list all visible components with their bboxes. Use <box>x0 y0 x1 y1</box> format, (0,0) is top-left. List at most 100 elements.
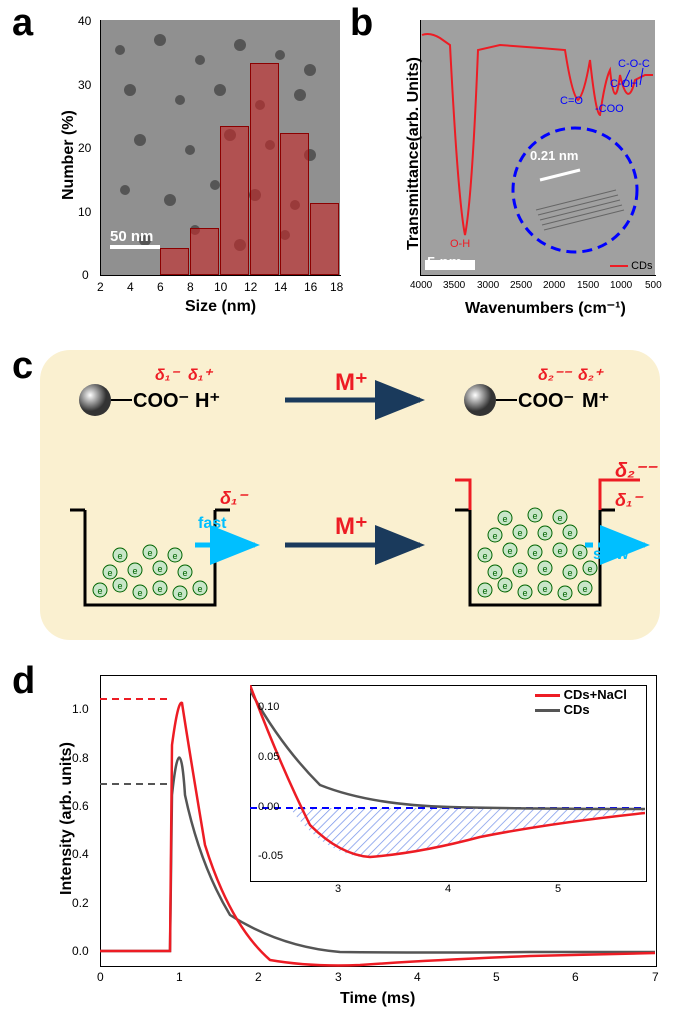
panel-b-xlabel: Wavenumbers (cm⁻¹) <box>465 298 626 318</box>
svg-text:e: e <box>502 514 507 524</box>
panel-b: 0.21 nm O-H C=O -COO C-OH C-O-C 5 nm CDs… <box>365 10 675 320</box>
ytick: 10 <box>78 205 91 219</box>
xtick: 6 <box>572 970 579 984</box>
svg-text:e: e <box>117 551 122 561</box>
svg-text:e: e <box>502 581 507 591</box>
xtick: 2 <box>97 280 104 294</box>
svg-text:e: e <box>177 589 182 599</box>
h-left: H⁺ <box>195 388 220 413</box>
xtick: 3000 <box>477 280 499 291</box>
svg-text:e: e <box>492 531 497 541</box>
svg-text:e: e <box>132 566 137 576</box>
delta1-well: δ₁⁻ <box>220 488 247 509</box>
svg-text:e: e <box>137 588 142 598</box>
panel-a-xlabel: Size (nm) <box>185 298 256 316</box>
svg-text:e: e <box>482 586 487 596</box>
m-right: M⁺ <box>582 388 609 413</box>
panel-d-xlabel: Time (ms) <box>340 990 415 1008</box>
svg-text:e: e <box>557 513 562 523</box>
svg-text:e: e <box>107 568 112 578</box>
sphere-left <box>79 384 111 416</box>
coo-left: COO⁻ <box>133 388 189 413</box>
delta1-well-right: δ₁⁻ <box>615 490 642 511</box>
panel-d-ylabel: Intensity (arb. units) <box>58 742 76 895</box>
svg-text:e: e <box>532 511 537 521</box>
xtick: 1 <box>176 970 183 984</box>
panel-b-ylabel: Transmittance(arb. Units) <box>405 57 423 250</box>
svg-text:e: e <box>172 551 177 561</box>
inset-xtick: 4 <box>445 883 451 895</box>
svg-text:e: e <box>182 568 187 578</box>
ytick: 20 <box>78 141 91 155</box>
xtick: 2500 <box>510 280 532 291</box>
svg-text:e: e <box>567 568 572 578</box>
xtick: 4 <box>127 280 134 294</box>
delta2-plus: δ₂⁺ <box>578 365 602 385</box>
hist-bar <box>220 126 249 275</box>
inset-xtick: 5 <box>555 883 561 895</box>
fast-label: fast <box>198 515 226 533</box>
xtick: 8 <box>187 280 194 294</box>
xtick: 500 <box>645 280 662 291</box>
coo-right: COO⁻ <box>518 388 574 413</box>
electrons-left: e e e e e e e e e e e e e <box>93 545 207 600</box>
svg-text:e: e <box>557 546 562 556</box>
xtick: 6 <box>157 280 164 294</box>
svg-text:e: e <box>482 551 487 561</box>
ytick: 0 <box>82 268 89 282</box>
m-arrow-bottom: M⁺ <box>335 512 368 541</box>
svg-text:e: e <box>532 548 537 558</box>
scale-bar <box>110 245 160 249</box>
svg-text:e: e <box>157 584 162 594</box>
xtick: 3 <box>335 970 342 984</box>
svg-text:e: e <box>507 546 512 556</box>
m-arrow-top: M⁺ <box>335 368 368 397</box>
svg-text:e: e <box>582 584 587 594</box>
svg-text:e: e <box>197 584 202 594</box>
inset-ytick: 0.05 <box>258 751 279 763</box>
xtick: 14 <box>274 280 287 294</box>
svg-text:e: e <box>567 528 572 538</box>
svg-text:e: e <box>542 529 547 539</box>
panel-c: e e e e e e e e e e e e e e e e e e <box>40 350 660 640</box>
svg-text:e: e <box>97 586 102 596</box>
xtick: 16 <box>304 280 317 294</box>
ytick: 0.0 <box>72 944 89 958</box>
xtick: 3500 <box>443 280 465 291</box>
panel-a-ylabel: Number (%) <box>60 110 78 200</box>
svg-text:e: e <box>587 564 592 574</box>
xtick: 18 <box>330 280 343 294</box>
svg-text:e: e <box>542 584 547 594</box>
delta1-minus: δ₁⁻ <box>155 365 179 385</box>
hist-bar <box>280 133 309 275</box>
ytick: 0.2 <box>72 896 89 910</box>
xtick: 4000 <box>410 280 432 291</box>
xtick: 5 <box>493 970 500 984</box>
panel-c-label: c <box>12 345 33 388</box>
hist-bar <box>310 203 339 275</box>
svg-text:e: e <box>517 566 522 576</box>
panel-b-axes <box>420 20 656 276</box>
xtick: 2000 <box>543 280 565 291</box>
xtick: 12 <box>244 280 257 294</box>
svg-text:e: e <box>147 548 152 558</box>
svg-text:e: e <box>522 588 527 598</box>
ytick: 1.0 <box>72 702 89 716</box>
scale-bar-label: 50 nm <box>110 228 153 245</box>
svg-text:e: e <box>117 581 122 591</box>
svg-text:e: e <box>577 548 582 558</box>
hist-bar <box>250 63 279 275</box>
xtick: 4 <box>414 970 421 984</box>
svg-text:e: e <box>517 528 522 538</box>
svg-text:e: e <box>157 564 162 574</box>
sphere-right <box>464 384 496 416</box>
xtick: 7 <box>652 970 659 984</box>
hist-bar <box>190 228 219 275</box>
xtick: 1000 <box>610 280 632 291</box>
hist-bar <box>160 248 189 275</box>
legend-d: CDs+NaCl CDs <box>535 687 627 717</box>
delta2-minus: δ₂⁻⁻ <box>538 365 571 385</box>
panel-d: 0.0 0.2 0.4 0.6 0.8 1.0 0 1 2 3 4 5 6 7 … <box>30 665 670 1015</box>
inset-xtick: 3 <box>335 883 341 895</box>
inset-ytick: 0.10 <box>258 701 279 713</box>
